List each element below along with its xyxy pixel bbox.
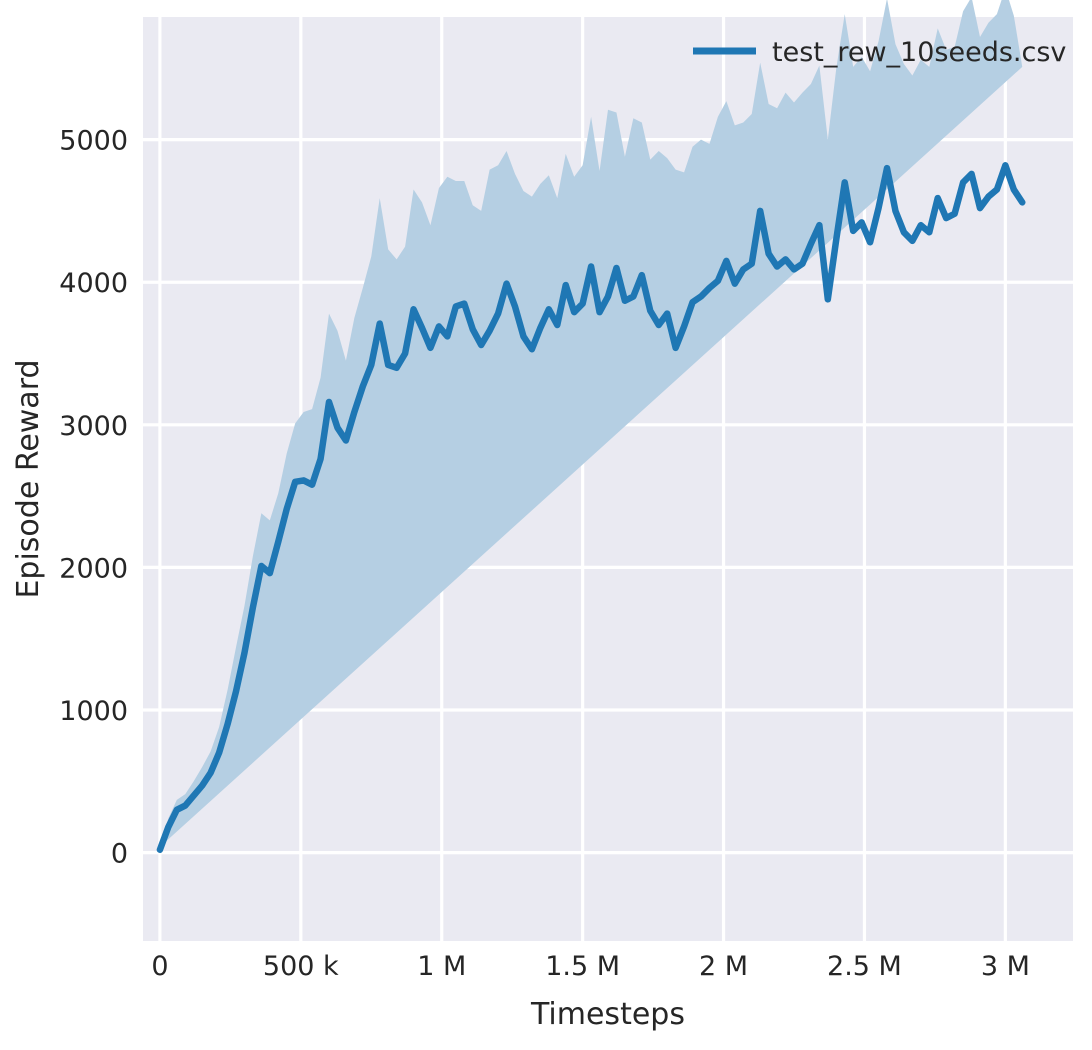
x-axis-tick-labels: 0 500 k 1 M 1.5 M 2 M 2.5 M 3 M bbox=[151, 951, 1030, 982]
legend-entry-label: test_rew_10seeds.csv bbox=[772, 37, 1066, 68]
y-tick-label: 2000 bbox=[59, 553, 128, 584]
y-axis-tick-labels: 0 1000 2000 3000 4000 5000 bbox=[59, 126, 128, 870]
x-tick-label: 3 M bbox=[981, 951, 1030, 982]
y-tick-label: 0 bbox=[111, 839, 128, 870]
x-tick-label: 2 M bbox=[699, 951, 748, 982]
x-axis-title: Timesteps bbox=[530, 997, 685, 1032]
y-tick-label: 5000 bbox=[59, 126, 128, 157]
y-axis-title: Episode Reward bbox=[11, 359, 46, 598]
x-tick-label: 2.5 M bbox=[827, 951, 902, 982]
y-tick-label: 3000 bbox=[59, 411, 128, 442]
data-line bbox=[156, 162, 1026, 853]
confidence-band bbox=[159, 0, 1023, 847]
series-line bbox=[156, 162, 1026, 853]
x-tick-label: 1 M bbox=[417, 951, 466, 982]
chart-legend[interactable]: test_rew_10seeds.csv bbox=[693, 37, 1066, 68]
series-band bbox=[159, 0, 1023, 847]
y-tick-label: 1000 bbox=[59, 696, 128, 727]
x-tick-label: 0 bbox=[151, 951, 168, 982]
y-tick-label: 4000 bbox=[59, 268, 128, 299]
x-tick-label: 500 k bbox=[263, 951, 339, 982]
x-tick-label: 1.5 M bbox=[545, 951, 620, 982]
